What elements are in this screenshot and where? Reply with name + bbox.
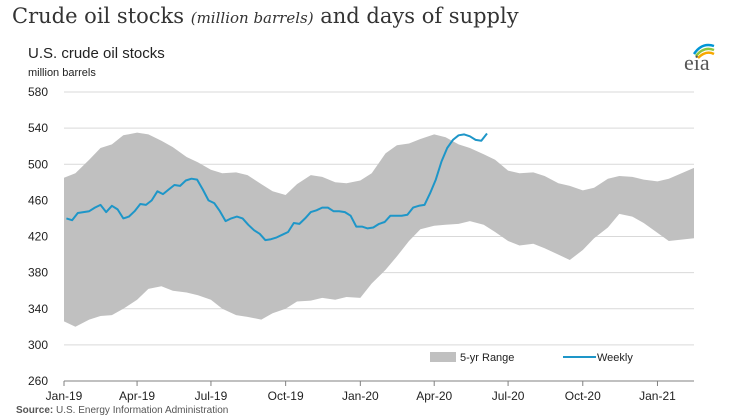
x-tick-label: Jan-21 bbox=[639, 389, 676, 403]
title-subtitle: (million barrels) bbox=[190, 9, 314, 27]
page-title: Crude oil stocks (million barrels) and d… bbox=[12, 4, 519, 28]
logo-swoosh-icon bbox=[692, 43, 715, 59]
source-note: Source: U.S. Energy Information Administ… bbox=[16, 405, 228, 416]
y-tick-label: 340 bbox=[28, 302, 48, 316]
y-tick-label: 460 bbox=[28, 193, 48, 207]
x-tick-label: Oct-19 bbox=[268, 389, 304, 403]
x-tick-label: Jul-19 bbox=[195, 389, 228, 403]
x-tick-label: Jan-19 bbox=[46, 389, 83, 403]
title-suffix: and days of supply bbox=[313, 4, 519, 28]
x-tick-label: Oct-20 bbox=[565, 389, 601, 403]
y-tick-label: 500 bbox=[28, 157, 48, 171]
legend-label-range: 5-yr Range bbox=[460, 352, 514, 364]
y-tick-label: 380 bbox=[28, 266, 48, 280]
logo-text: eia bbox=[684, 50, 710, 75]
x-tick-label: Apr-19 bbox=[119, 389, 155, 403]
x-tick-label: Jul-20 bbox=[492, 389, 525, 403]
y-axis-label: million barrels bbox=[28, 67, 96, 79]
weekly-series-line bbox=[66, 132, 488, 242]
y-tick-label: 260 bbox=[28, 374, 48, 388]
source-text: U.S. Energy Information Administration bbox=[53, 405, 229, 416]
source-label: Source: bbox=[16, 405, 54, 416]
eia-logo: eia bbox=[680, 40, 724, 76]
y-tick-label: 420 bbox=[28, 230, 48, 244]
x-tick-label: Jan-20 bbox=[342, 389, 379, 403]
x-tick-label: Apr-20 bbox=[416, 389, 452, 403]
legend-swatch-range bbox=[430, 352, 456, 362]
y-tick-label: 540 bbox=[28, 121, 48, 135]
five-year-range-band bbox=[64, 132, 694, 327]
chart-title: U.S. crude oil stocks bbox=[28, 45, 165, 62]
y-tick-label: 300 bbox=[28, 338, 48, 352]
title-main: Crude oil stocks bbox=[12, 4, 191, 28]
y-tick-label: 580 bbox=[28, 85, 48, 99]
legend-label-weekly: Weekly bbox=[597, 352, 633, 364]
